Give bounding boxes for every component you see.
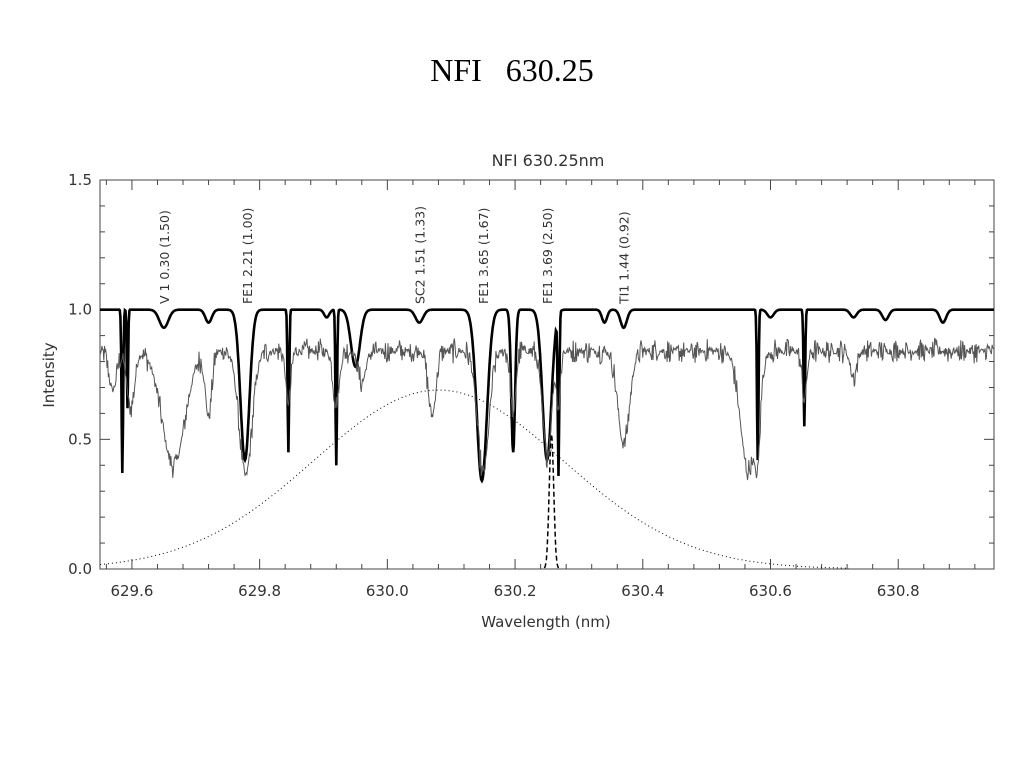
series-layer bbox=[99, 307, 995, 569]
y-tick-label: 0.0 bbox=[68, 560, 92, 578]
annotations-layer: V 1 0.30 (1.50) FE1 2.21 (1.00) SC2 1.51 (… bbox=[157, 206, 632, 305]
line-annotation: TI1 1.44 (0.92) bbox=[617, 211, 632, 305]
x-tick-label: 630.0 bbox=[366, 582, 409, 600]
series-line-dotted bbox=[100, 389, 849, 569]
x-tick-label: 629.8 bbox=[238, 582, 281, 600]
x-tick-label: 630.6 bbox=[749, 582, 792, 600]
y-tick-label: 1.0 bbox=[68, 301, 92, 319]
x-tick-label: 630.4 bbox=[621, 582, 664, 600]
x-tick-label: 630.2 bbox=[494, 582, 537, 600]
line-annotation: FE1 3.69 (2.50) bbox=[540, 208, 555, 304]
plot-frame bbox=[99, 179, 995, 570]
x-tick-label: 629.6 bbox=[110, 582, 153, 600]
series-line-thin-solid bbox=[99, 337, 995, 481]
series-line-thick-solid bbox=[100, 307, 994, 484]
y-tick-label: 0.5 bbox=[68, 430, 92, 448]
line-annotation: FE1 2.21 (1.00) bbox=[240, 208, 255, 304]
line-annotation: V 1 0.30 (1.50) bbox=[157, 210, 172, 304]
y-tick-label: 1.5 bbox=[68, 171, 92, 189]
x-tick-label: 630.8 bbox=[877, 582, 920, 600]
slide-title: NFI 630.25 bbox=[430, 52, 594, 88]
line-annotation: SC2 1.51 (1.33) bbox=[412, 206, 427, 304]
y-axis-label: Intensity bbox=[40, 342, 58, 407]
x-axis-label: Wavelength (nm) bbox=[481, 613, 611, 631]
chart-title: NFI 630.25nm bbox=[492, 151, 605, 170]
axis-ticks: 629.6 629.8 630.0 630.2 630.4 630.6 630.8 0.0 0.… bbox=[68, 171, 994, 600]
line-annotation: FE1 3.65 (1.67) bbox=[476, 208, 491, 304]
